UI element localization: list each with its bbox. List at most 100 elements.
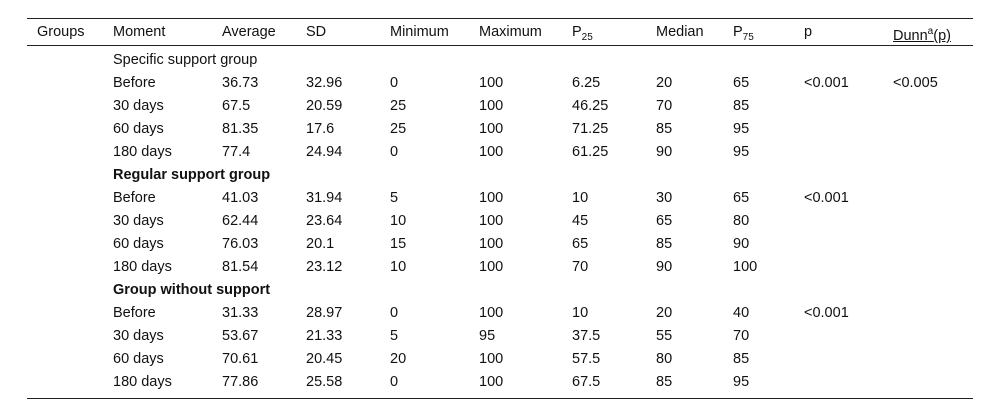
column-header: Average <box>222 24 276 40</box>
cell: 71.25 <box>572 121 609 137</box>
cell: 40 <box>733 305 750 321</box>
cell: 6.25 <box>572 75 601 91</box>
cell: 100 <box>733 259 758 275</box>
cell: 10 <box>572 190 589 206</box>
cell: 100 <box>479 213 504 229</box>
cell: 17.6 <box>306 121 335 137</box>
cell: 28.97 <box>306 305 343 321</box>
cell: 10 <box>390 213 407 229</box>
cell: 0 <box>390 305 399 321</box>
cell: 80 <box>656 351 673 367</box>
cell: 57.5 <box>572 351 601 367</box>
cell: 20.59 <box>306 98 343 114</box>
cell: 53.67 <box>222 328 259 344</box>
cell: 60 days <box>113 236 164 252</box>
cell: 30 <box>656 190 673 206</box>
cell: 95 <box>733 374 750 390</box>
cell: 0 <box>390 374 399 390</box>
cell: Before <box>113 190 156 206</box>
column-header: Maximum <box>479 24 542 40</box>
header-part: (p) <box>933 27 951 44</box>
group-title: Specific support group <box>113 52 258 68</box>
cell: 100 <box>479 190 504 206</box>
cell: 100 <box>479 75 504 91</box>
top-rule <box>27 18 973 19</box>
header-part: 75 <box>742 31 754 43</box>
cell: 45 <box>572 213 589 229</box>
cell: 100 <box>479 121 504 137</box>
cell: 31.33 <box>222 305 259 321</box>
cell: 61.25 <box>572 144 609 160</box>
cell: 30 days <box>113 213 164 229</box>
cell: 77.4 <box>222 144 251 160</box>
cell: 25 <box>390 98 407 114</box>
column-header: Dunna(p) <box>893 23 951 45</box>
cell: 85 <box>733 351 750 367</box>
cell: 100 <box>479 236 504 252</box>
column-header: Minimum <box>390 24 449 40</box>
cell: 65 <box>572 236 589 252</box>
cell: 76.03 <box>222 236 259 252</box>
cell: 85 <box>656 236 673 252</box>
cell: 46.25 <box>572 98 609 114</box>
cell: 36.73 <box>222 75 259 91</box>
cell: 85 <box>656 374 673 390</box>
cell: 10 <box>572 305 589 321</box>
cell: 20 <box>656 75 673 91</box>
cell: 65 <box>733 190 750 206</box>
column-header: P75 <box>733 23 754 47</box>
cell: 25.58 <box>306 374 343 390</box>
cell: 180 days <box>113 144 172 160</box>
header-part: Dunn <box>893 27 928 44</box>
column-header: p <box>804 24 813 40</box>
p-value: <0.001 <box>804 305 849 321</box>
cell: 95 <box>733 144 750 160</box>
cell: 81.35 <box>222 121 259 137</box>
cell: 67.5 <box>572 374 601 390</box>
column-header: Groups <box>37 24 85 40</box>
cell: Before <box>113 75 156 91</box>
column-header: SD <box>306 24 327 40</box>
cell: 15 <box>390 236 407 252</box>
p-value: <0.001 <box>804 75 849 91</box>
cell: 20 <box>390 351 407 367</box>
cell: 80 <box>733 213 750 229</box>
cell: 70 <box>572 259 589 275</box>
cell: 90 <box>656 144 673 160</box>
cell: 55 <box>656 328 673 344</box>
p-value: <0.001 <box>804 190 849 206</box>
cell: 0 <box>390 75 399 91</box>
cell: 25 <box>390 121 407 137</box>
cell: 41.03 <box>222 190 259 206</box>
cell: 60 days <box>113 351 164 367</box>
cell: 70.61 <box>222 351 259 367</box>
dunn-value: <0.005 <box>893 75 938 91</box>
cell: 31.94 <box>306 190 343 206</box>
cell: 100 <box>479 144 504 160</box>
group-title: Regular support group <box>113 167 271 183</box>
column-header: Moment <box>113 24 166 40</box>
cell: 100 <box>479 98 504 114</box>
header-part: P <box>572 24 582 40</box>
cell: 77.86 <box>222 374 259 390</box>
header-part: 25 <box>581 31 593 43</box>
cell: 81.54 <box>222 259 259 275</box>
cell: 23.12 <box>306 259 343 275</box>
cell: 20.1 <box>306 236 335 252</box>
header-part: P <box>733 24 743 40</box>
cell: 90 <box>733 236 750 252</box>
cell: 23.64 <box>306 213 343 229</box>
cell: 5 <box>390 328 399 344</box>
cell: 5 <box>390 190 399 206</box>
cell: Before <box>113 305 156 321</box>
cell: 62.44 <box>222 213 259 229</box>
cell: 100 <box>479 259 504 275</box>
cell: 32.96 <box>306 75 343 91</box>
column-header: P25 <box>572 23 593 47</box>
cell: 60 days <box>113 121 164 137</box>
bottom-rule <box>27 398 973 399</box>
cell: 20 <box>656 305 673 321</box>
cell: 100 <box>479 305 504 321</box>
cell: 100 <box>479 351 504 367</box>
